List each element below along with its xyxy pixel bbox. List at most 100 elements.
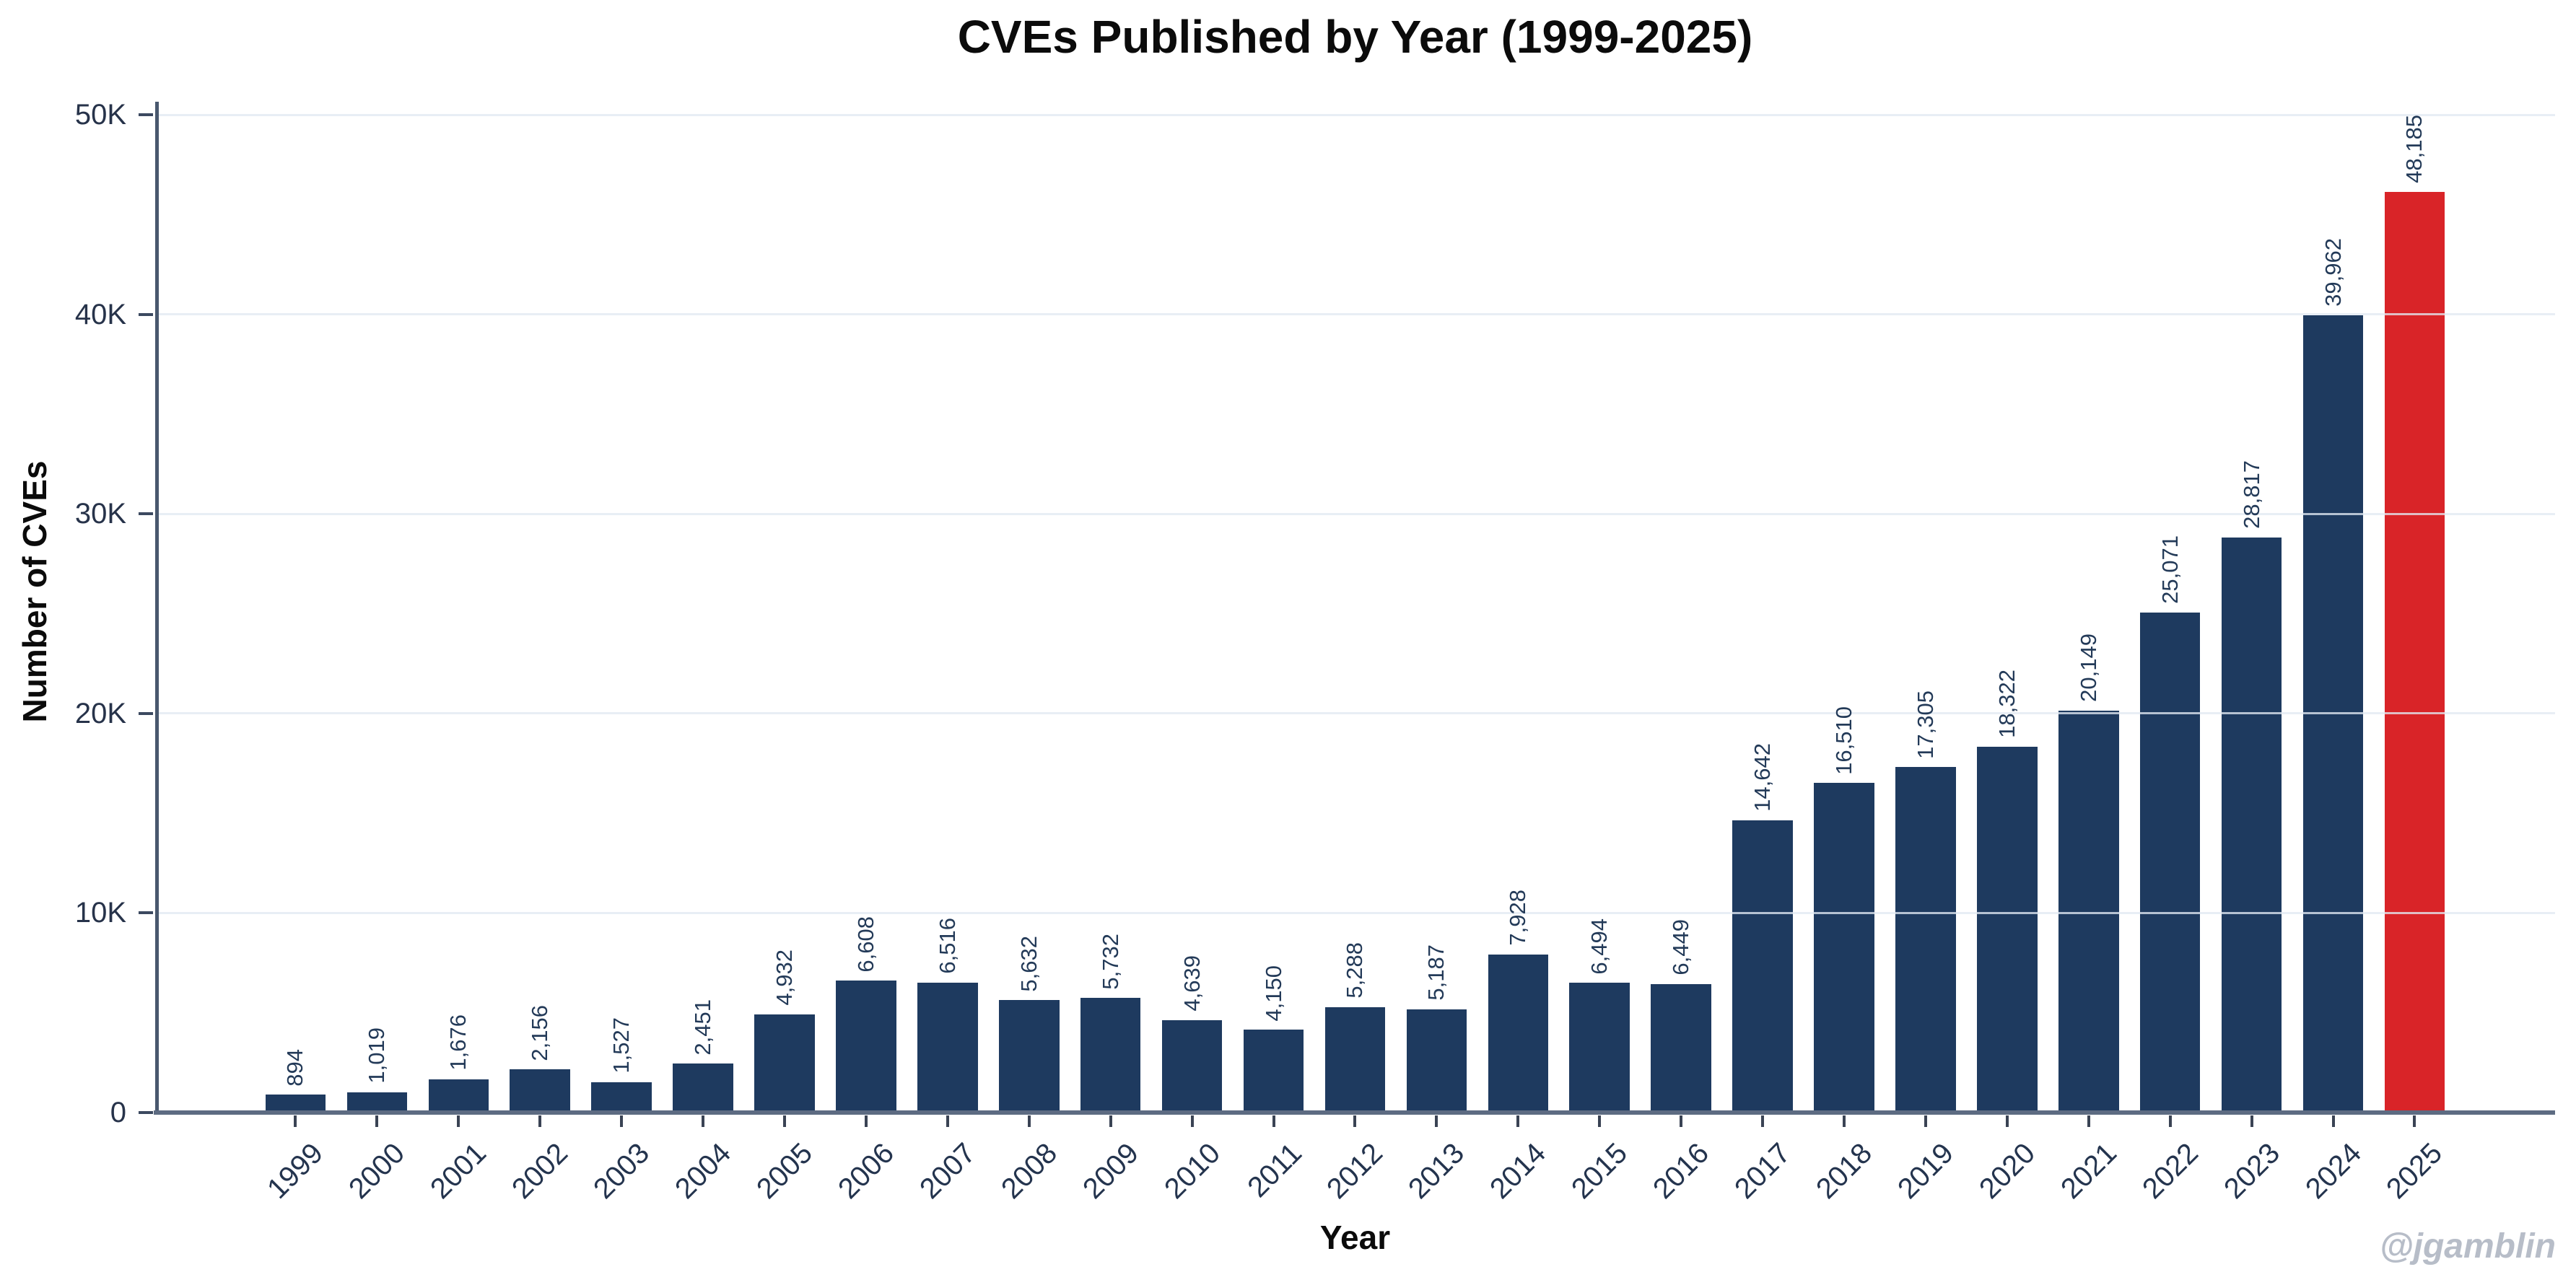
x-tick-mark bbox=[1109, 1115, 1112, 1127]
x-tick-mark bbox=[2168, 1115, 2172, 1127]
y-tick-label: 50K bbox=[74, 99, 126, 131]
x-tick-mark bbox=[1924, 1115, 1927, 1127]
bar-value-label: 17,305 bbox=[1912, 690, 1938, 759]
x-axis-title: Year bbox=[1319, 1219, 1391, 1256]
bar-slot-2012: 5,288 2012 bbox=[1314, 115, 1396, 1205]
bar-value-label: 894 bbox=[282, 1048, 308, 1087]
bar-2021 bbox=[2058, 710, 2119, 1113]
x-tick-label: 2022 bbox=[2136, 1137, 2204, 1206]
bar-value-label: 20,149 bbox=[2075, 633, 2101, 702]
y-tick-label: 30K bbox=[74, 498, 126, 530]
bar-slot-2019: 17,305 2019 bbox=[1885, 115, 1966, 1206]
bar-2009 bbox=[1080, 998, 1141, 1113]
bar-value-label: 6,494 bbox=[1586, 918, 1612, 975]
y-tick-mark bbox=[139, 113, 153, 116]
plot-area: 0 10K 20K 30K 40K 50K 894 1999 1,019 2000 1,676 20… bbox=[75, 100, 2555, 1206]
bar-slot-2022: 25,071 2022 bbox=[2129, 115, 2211, 1205]
x-tick-mark bbox=[1435, 1115, 1438, 1127]
x-tick-label: 2020 bbox=[1973, 1137, 2041, 1206]
x-tick-label: 2001 bbox=[424, 1137, 493, 1206]
bar-value-label: 6,449 bbox=[1668, 919, 1694, 975]
bar-slot-2011: 4,150 2011 bbox=[1233, 115, 1314, 1203]
bar-2010 bbox=[1161, 1019, 1223, 1113]
x-tick-label: 2011 bbox=[1241, 1137, 1308, 1203]
watermark: @jgamblin bbox=[2379, 1227, 2556, 1266]
x-tick-mark bbox=[1027, 1115, 1031, 1127]
x-tick-label: 2023 bbox=[2217, 1137, 2286, 1206]
bar-slot-2000: 1,019 2000 bbox=[336, 115, 418, 1205]
bar-2018 bbox=[1814, 783, 1874, 1113]
x-tick-mark bbox=[782, 1115, 786, 1127]
x-tick-label: 2013 bbox=[1402, 1137, 1471, 1206]
bar-value-label: 5,187 bbox=[1423, 944, 1449, 1001]
bar-2002 bbox=[510, 1069, 570, 1113]
bar-slot-2020: 18,322 2020 bbox=[1966, 115, 2048, 1205]
bar-value-label: 5,732 bbox=[1097, 933, 1123, 990]
y-tick-label: 0 bbox=[110, 1097, 126, 1128]
x-axis-line bbox=[154, 1110, 2555, 1115]
bar-2012 bbox=[1324, 1006, 1386, 1113]
bar-2025 bbox=[2384, 191, 2445, 1113]
x-tick-mark bbox=[2413, 1115, 2416, 1127]
bar-value-label: 4,639 bbox=[1179, 955, 1205, 1012]
bar-value-label: 5,632 bbox=[1016, 935, 1042, 992]
y-tick-mark bbox=[139, 1111, 153, 1114]
bar-value-label: 39,962 bbox=[2320, 237, 2346, 307]
bar-slot-2015: 6,494 2015 bbox=[1559, 115, 1641, 1205]
bar-value-label: 1,527 bbox=[608, 1017, 634, 1074]
x-tick-mark bbox=[538, 1115, 542, 1127]
bar-slot-2005: 4,932 2005 bbox=[744, 115, 826, 1205]
y-tick-mark bbox=[139, 312, 153, 316]
bar-slot-2018: 16,510 2018 bbox=[1804, 115, 1885, 1206]
bar-value-label: 48,185 bbox=[2401, 115, 2427, 183]
bar-value-label: 2,451 bbox=[690, 999, 716, 1056]
bar-2005 bbox=[754, 1014, 815, 1113]
x-tick-label: 2005 bbox=[751, 1137, 819, 1206]
x-tick-label: 2008 bbox=[995, 1137, 1063, 1206]
x-tick-label: 2025 bbox=[2380, 1137, 2449, 1206]
x-tick-mark bbox=[1190, 1115, 1194, 1127]
bar-value-label: 2,156 bbox=[527, 1004, 553, 1061]
x-tick-label: 1999 bbox=[261, 1137, 330, 1206]
bar-value-label: 1,676 bbox=[445, 1014, 471, 1071]
bar-2001 bbox=[428, 1079, 489, 1113]
x-tick-label: 2014 bbox=[1484, 1137, 1553, 1206]
bar-2024 bbox=[2302, 315, 2364, 1113]
bar-value-label: 6,516 bbox=[934, 918, 960, 974]
x-tick-mark bbox=[702, 1115, 705, 1127]
bar-value-label: 1,019 bbox=[364, 1027, 390, 1084]
bar-value-label: 5,288 bbox=[1342, 942, 1368, 999]
x-tick-label: 2012 bbox=[1321, 1137, 1389, 1206]
bar-2015 bbox=[1569, 983, 1630, 1113]
bar-value-label: 18,322 bbox=[1994, 670, 2020, 739]
x-tick-label: 2009 bbox=[1076, 1137, 1145, 1206]
bar-slot-2002: 2,156 2002 bbox=[499, 115, 581, 1205]
bar-slot-2017: 14,642 2017 bbox=[1722, 115, 1804, 1205]
bar-slot-2007: 6,516 2007 bbox=[907, 115, 988, 1205]
bar-slot-2009: 5,732 2009 bbox=[1070, 115, 1151, 1205]
x-tick-label: 2006 bbox=[832, 1137, 901, 1206]
bar-2017 bbox=[1732, 820, 1793, 1113]
bar-value-label: 4,932 bbox=[771, 950, 797, 1006]
y-axis-line bbox=[155, 102, 159, 1113]
bar-2000 bbox=[346, 1092, 408, 1113]
bar-slot-2014: 7,928 2014 bbox=[1477, 115, 1559, 1205]
x-tick-mark bbox=[2250, 1115, 2253, 1127]
x-tick-label: 2003 bbox=[588, 1137, 656, 1206]
bar-value-label: 28,817 bbox=[2238, 460, 2264, 529]
x-tick-label: 2017 bbox=[1729, 1137, 1797, 1206]
y-tick-mark bbox=[139, 711, 153, 715]
bar-2008 bbox=[998, 1000, 1060, 1113]
bar-2016 bbox=[1651, 983, 1711, 1113]
bar-slot-2008: 5,632 2008 bbox=[988, 115, 1070, 1205]
bar-2022 bbox=[2139, 612, 2201, 1113]
bar-2013 bbox=[1406, 1009, 1467, 1113]
bar-slot-2010: 4,639 2010 bbox=[1151, 115, 1233, 1205]
y-tick-label: 10K bbox=[74, 897, 126, 929]
bar-2014 bbox=[1488, 954, 1549, 1113]
bar-slot-2003: 1,527 2003 bbox=[581, 115, 663, 1205]
x-tick-mark bbox=[1272, 1115, 1275, 1127]
x-tick-mark bbox=[1353, 1115, 1357, 1127]
bar-value-label: 25,071 bbox=[2157, 535, 2183, 604]
bar-slot-2001: 1,676 2001 bbox=[418, 115, 499, 1205]
